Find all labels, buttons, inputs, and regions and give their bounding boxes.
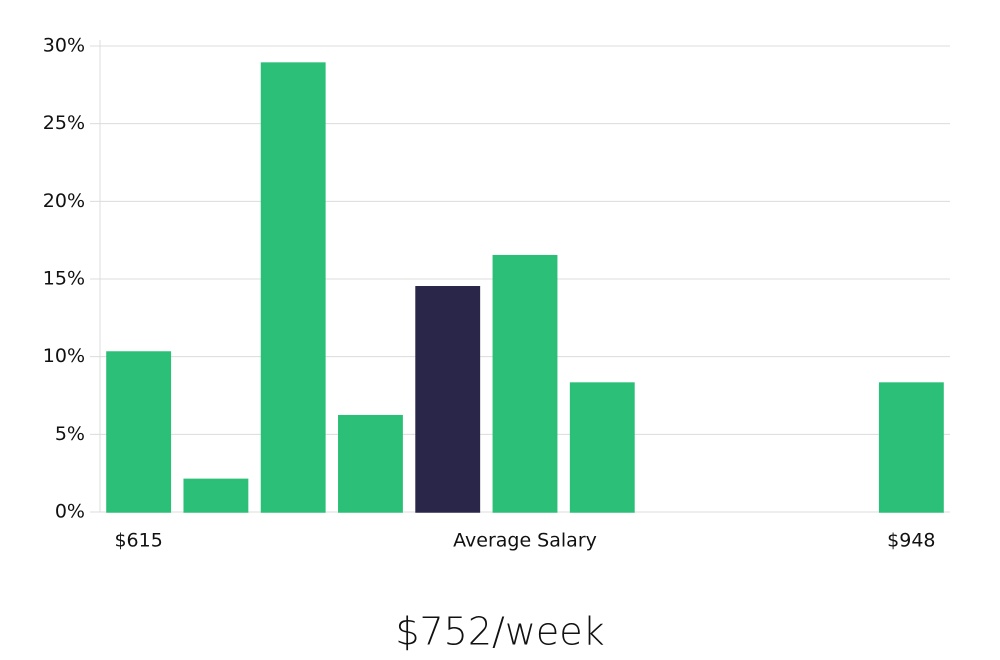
bar xyxy=(878,382,944,513)
y-tick-label: 20% xyxy=(43,190,85,212)
y-tick-label: 5% xyxy=(55,423,85,445)
bar xyxy=(338,414,403,513)
y-tick-label: 15% xyxy=(43,268,85,290)
bar xyxy=(106,351,172,513)
y-tick-label: 25% xyxy=(43,112,85,134)
y-tick-label: 0% xyxy=(55,501,85,523)
annotation: $752/week xyxy=(395,610,604,654)
y-tick-label: 10% xyxy=(43,345,85,367)
x-axis-label: Average Salary xyxy=(453,530,597,552)
y-tick-label: 30% xyxy=(43,35,85,57)
x-tick-label: $615 xyxy=(114,530,162,552)
bar xyxy=(415,286,481,513)
bar xyxy=(183,478,249,513)
bar xyxy=(260,62,326,513)
bar xyxy=(492,254,558,513)
x-tick-label: $948 xyxy=(887,530,935,552)
bar xyxy=(569,382,635,513)
